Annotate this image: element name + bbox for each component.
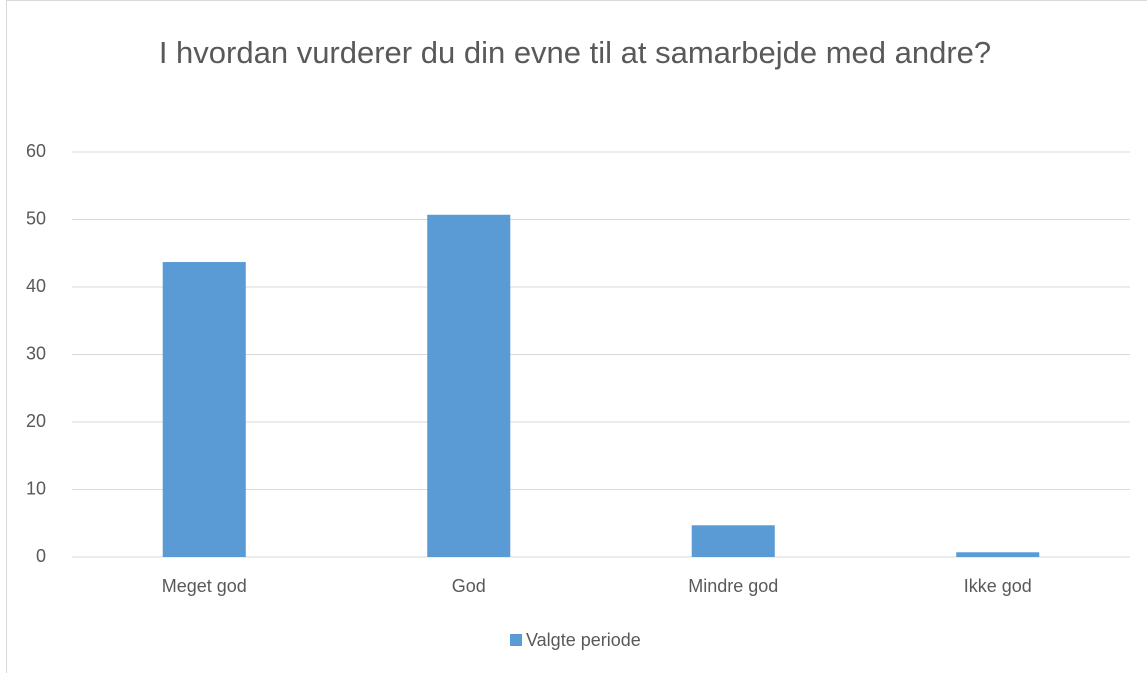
x-tick-label: God (452, 576, 486, 596)
x-tick-label: Ikke god (964, 576, 1032, 596)
y-tick-label: 10 (26, 478, 46, 498)
y-tick-label: 0 (36, 546, 46, 566)
y-tick-label: 20 (26, 411, 46, 431)
legend-swatch (510, 634, 522, 646)
legend-label: Valgte periode (526, 630, 641, 650)
x-tick-label: Mindre god (688, 576, 778, 596)
y-tick-label: 50 (26, 208, 46, 228)
y-tick-label: 40 (26, 276, 46, 296)
bar (956, 552, 1040, 557)
bar (691, 525, 775, 557)
y-tick-label: 60 (26, 141, 46, 161)
chart-border (6, 0, 1147, 673)
chart-title: I hvordan vurderer du din evne til at sa… (158, 35, 992, 70)
bar (162, 262, 246, 557)
y-tick-label: 30 (26, 343, 46, 363)
x-tick-label: Meget god (162, 576, 247, 596)
bar (427, 214, 511, 557)
